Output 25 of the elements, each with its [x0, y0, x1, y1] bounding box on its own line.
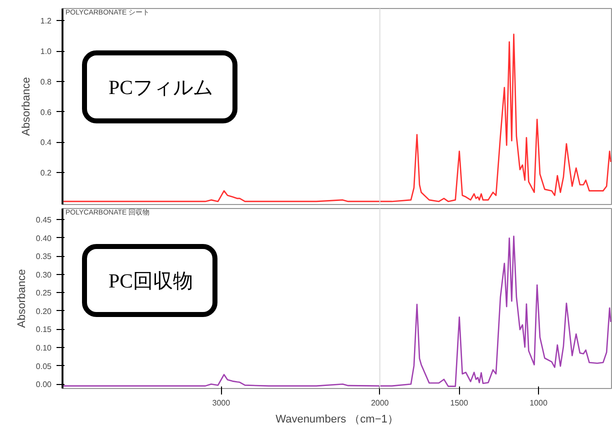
y-tick-label: 0.10	[36, 344, 52, 353]
y-tick-label: 0.45	[36, 215, 52, 224]
y-tick-label: 0.8	[40, 77, 52, 86]
y-tick-label: 0.30	[36, 270, 52, 280]
y-tick-label: 1.2	[40, 16, 52, 26]
y-axis-title: Absorbance	[20, 77, 32, 136]
x-tick-label: 1500	[450, 398, 469, 408]
y-tick-label: 0.40	[36, 234, 52, 243]
y-tick-label: 0.20	[36, 306, 52, 316]
x-tick-label: 2000	[370, 398, 390, 408]
y-tick-label: 0.6	[40, 108, 52, 117]
y-tick-label: 0.4	[40, 138, 52, 148]
y-tick-label: 0.05	[36, 362, 52, 371]
y-tick-label: 1.0	[40, 47, 52, 56]
x-tick-label: 3000	[212, 398, 231, 408]
y-tick-label: 0.25	[36, 288, 52, 298]
y-tick-label: 0.35	[36, 252, 52, 262]
y-tick-label: 0.15	[36, 325, 52, 334]
annotation: PCフィルム	[108, 76, 213, 99]
y-tick-label: 0.2	[40, 168, 52, 178]
y-tick-label: 0.00	[36, 380, 52, 390]
annotation: PC回収物	[108, 270, 193, 292]
x-axis-title: Wavenumbers （cm−1）	[276, 414, 398, 426]
y-axis-title: Absorbance	[16, 269, 28, 328]
x-tick-label: 1000	[530, 398, 548, 408]
